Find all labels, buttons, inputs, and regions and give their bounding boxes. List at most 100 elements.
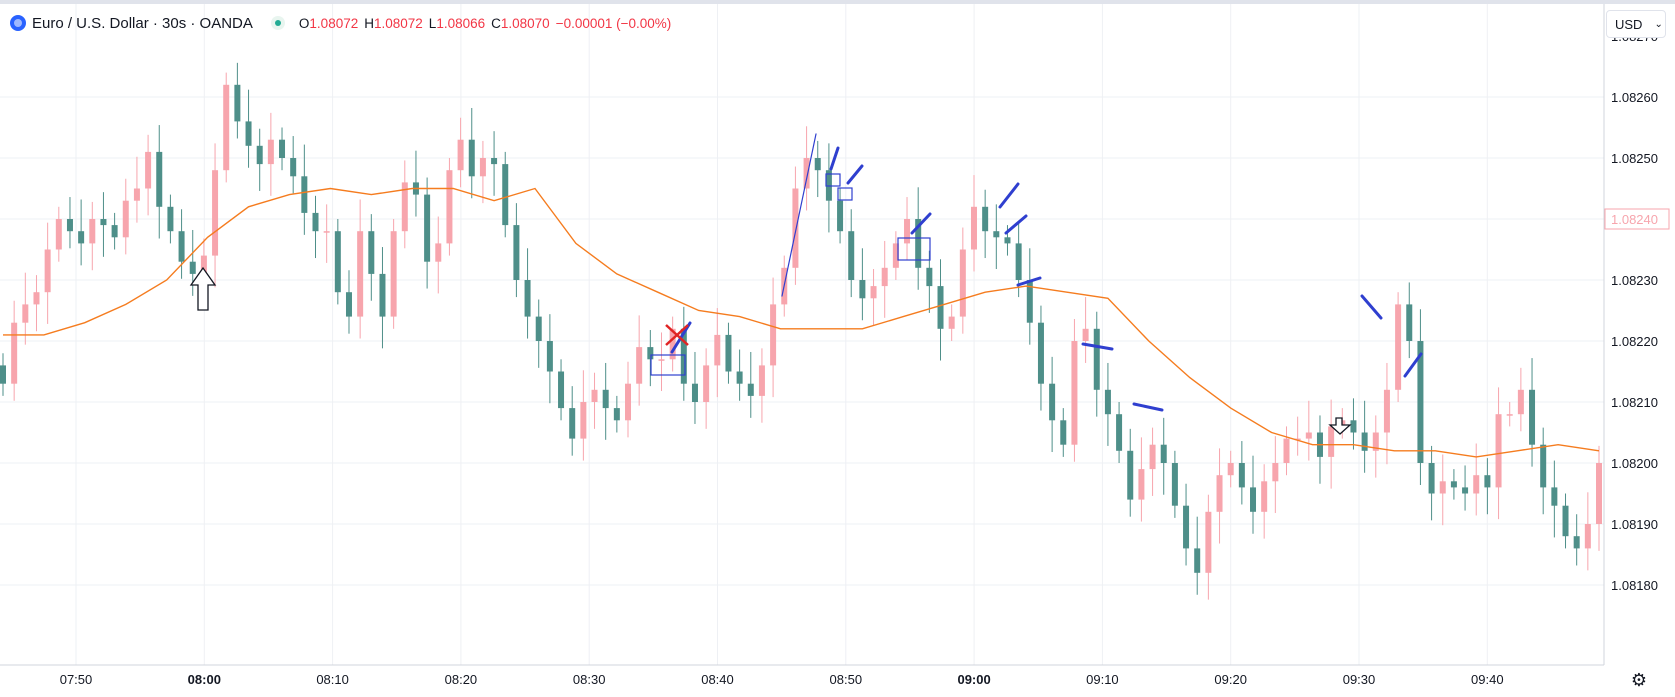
candle-body <box>1261 481 1268 512</box>
trend-line <box>1016 276 1042 287</box>
arrow-down-marker-icon <box>1328 417 1352 435</box>
candle-body <box>1026 280 1033 323</box>
candle-body <box>1305 432 1312 439</box>
time-tick-label: 08:00 <box>188 672 221 687</box>
candle-body <box>1350 420 1357 433</box>
price-change: −0.00001 (−0.00%) <box>555 15 672 31</box>
candle-body <box>33 292 40 305</box>
currency-label: USD <box>1615 16 1643 32</box>
price-tick-label: 1.08200 <box>1611 456 1658 471</box>
candle-body <box>1060 420 1067 445</box>
time-tick-label: 09:10 <box>1086 672 1119 687</box>
arrow-up-marker-icon <box>189 266 217 311</box>
trend-line <box>1360 294 1383 320</box>
candle-body <box>658 359 665 361</box>
time-tick-label: 09:40 <box>1471 672 1504 687</box>
candle-body <box>1205 511 1212 573</box>
candle-body <box>301 176 308 213</box>
time-axis: 07:50 08:00 08:10 08:20 08:30 08:40 08:50 09:00… <box>60 672 1504 687</box>
candle-body <box>1328 426 1335 457</box>
trend-line <box>910 212 932 235</box>
candle-body <box>669 328 676 360</box>
candle-body <box>691 383 698 402</box>
current-price-label-box <box>1604 208 1670 230</box>
candle-body <box>1517 389 1524 415</box>
candle-body <box>535 316 542 341</box>
candle-body <box>435 243 442 262</box>
candle-body <box>1551 487 1558 506</box>
candle-body <box>1283 438 1290 463</box>
candle-body <box>892 243 899 268</box>
current-price-label: 1.08240 <box>1611 212 1658 227</box>
candle-body <box>1183 505 1190 549</box>
candle-body <box>770 304 777 366</box>
candle-body <box>446 170 453 244</box>
candle-body <box>714 334 721 366</box>
symbol-title[interactable]: Euro / U.S. Dollar · 30s · OANDA <box>32 14 253 32</box>
candle-body <box>937 286 944 329</box>
candle-body <box>22 304 29 323</box>
candle-body <box>1171 463 1178 506</box>
candle-body <box>145 151 152 189</box>
candle-body <box>334 231 341 293</box>
candle-body <box>390 231 397 317</box>
candle-body <box>323 231 330 233</box>
chart-legend: Euro / U.S. Dollar · 30s · OANDA O1.0807… <box>10 12 671 34</box>
candle-body <box>959 249 966 317</box>
candle-body <box>926 267 933 287</box>
candle-body <box>1004 237 1011 244</box>
candle-body <box>1227 463 1234 476</box>
top-border <box>0 0 1675 4</box>
price-tick-label: 1.08260 <box>1611 90 1658 105</box>
candle-body <box>1439 481 1446 494</box>
drawing-annotations <box>189 133 1423 435</box>
candle-body <box>1160 444 1167 463</box>
candle-body <box>1529 389 1536 445</box>
candle-body <box>524 280 531 317</box>
price-tick-label: 1.08230 <box>1611 273 1658 288</box>
candle-body <box>256 145 263 165</box>
candle-body <box>680 328 687 384</box>
ohlc-low: L1.08066 <box>428 15 486 31</box>
candle-body <box>245 121 252 146</box>
candle-body <box>290 158 297 177</box>
candle-body <box>357 231 364 317</box>
candle-body <box>1372 432 1379 451</box>
trend-line <box>1132 402 1164 412</box>
candle-body <box>1015 243 1022 280</box>
candle-body <box>0 365 6 384</box>
candle-body <box>1450 481 1457 488</box>
candle-body <box>1049 383 1056 421</box>
time-tick-label: 09:30 <box>1343 672 1376 687</box>
candle-body <box>859 280 866 299</box>
candle-body <box>580 402 587 439</box>
chart-grid <box>0 4 1604 665</box>
candle-body <box>189 261 196 274</box>
candle-body <box>970 206 977 250</box>
candle-body <box>1506 414 1513 416</box>
gear-icon[interactable]: ⚙ <box>1630 670 1648 690</box>
candle-body <box>848 231 855 280</box>
candle-body <box>89 219 96 244</box>
candle-body <box>167 206 174 232</box>
candle-body <box>1584 524 1591 549</box>
price-tick-label: 1.08220 <box>1611 334 1658 349</box>
price-tick-label: 1.08180 <box>1611 578 1658 593</box>
time-tick-label: 08:20 <box>445 672 478 687</box>
price-tick-label: 1.08250 <box>1611 151 1658 166</box>
trend-line <box>781 133 817 297</box>
price-tick-label: 1.08190 <box>1611 517 1658 532</box>
candle-body <box>1149 444 1156 470</box>
candle-body <box>1194 548 1201 573</box>
candle-body <box>792 188 799 268</box>
candle-body <box>502 164 509 226</box>
candle-body <box>948 316 955 329</box>
time-tick-label: 08:30 <box>573 672 606 687</box>
candle-body <box>546 341 553 372</box>
candle-body <box>368 231 375 274</box>
candle-body <box>1573 536 1580 549</box>
currency-selector[interactable]: USD ⌄ <box>1606 10 1666 38</box>
candle-body <box>904 219 911 244</box>
candle-body <box>837 200 844 232</box>
